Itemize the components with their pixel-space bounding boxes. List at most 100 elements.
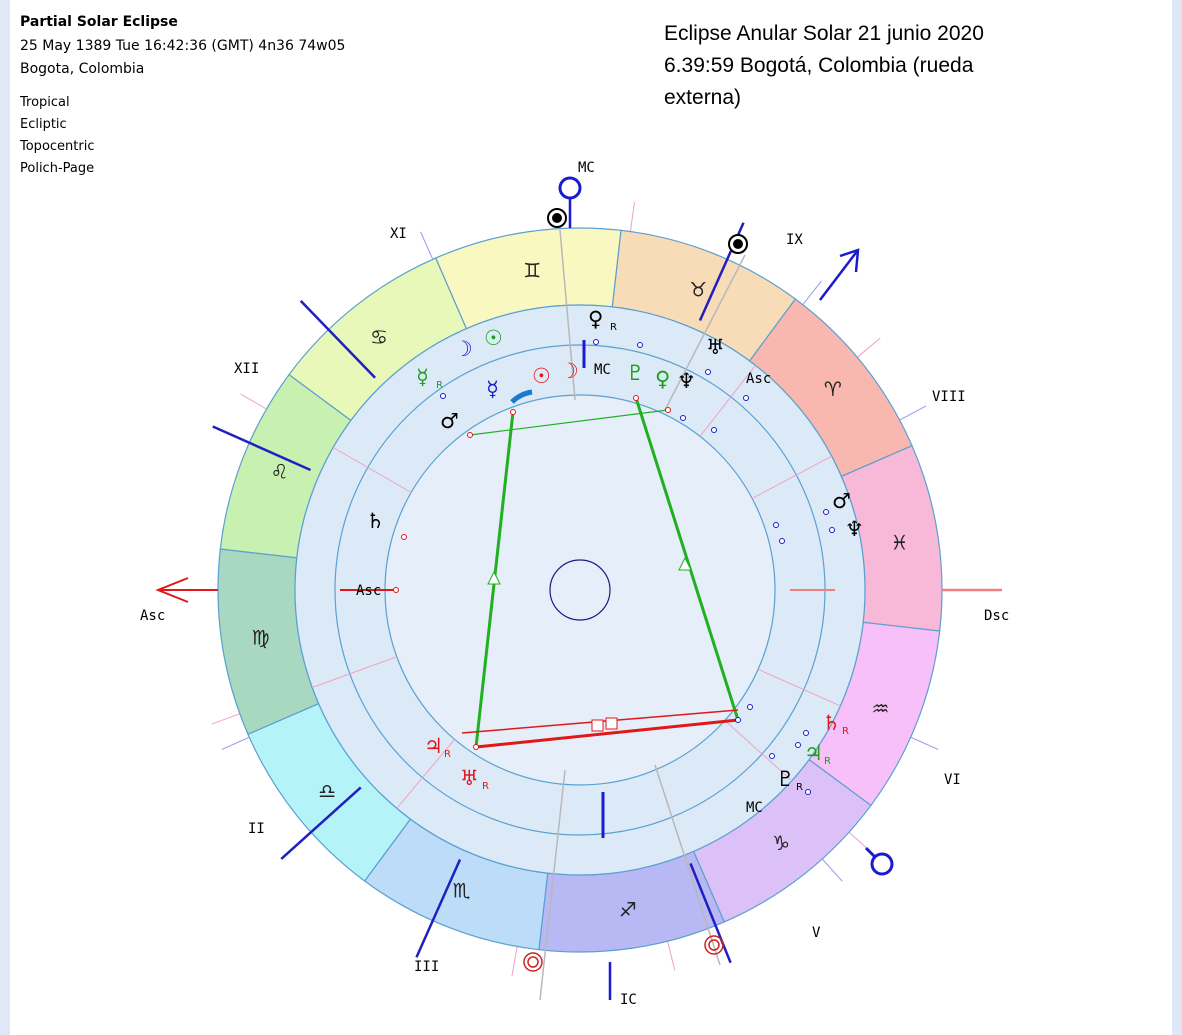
wheel: ♍ ♎ ♏ ♐ ♑ ♒ ♓ ♈ ♉ ♊ ♋ ♌: [155, 176, 1002, 1001]
eclipse-red: [527, 956, 539, 968]
position-dot: [769, 753, 775, 759]
planet: ♀: [655, 367, 670, 391]
planet: ♆: [677, 369, 696, 393]
retro: R: [824, 756, 831, 767]
setting: Tropical: [19, 95, 70, 110]
position-dot: [665, 407, 671, 413]
arrow-ne-head: [839, 248, 860, 273]
header-title: Partial Solar Eclipse: [20, 14, 178, 30]
cusp-line: [240, 393, 267, 410]
grey-line: [664, 254, 746, 411]
house-label: XII: [234, 361, 259, 377]
cusp-line: [802, 280, 822, 306]
planets: ♀ R ♅ Asc ♂ ♆ ☉ ☽ ☿ R ♂ ☿ ☉ ☽ MC ♇ ♀ ♆ ♄…: [356, 307, 864, 816]
house-tick: [757, 668, 841, 707]
planet: ☉: [532, 364, 551, 388]
node-glyph: [870, 852, 894, 876]
aspect: [469, 409, 669, 436]
house-tick: [699, 365, 756, 437]
planet: ♀: [588, 307, 603, 331]
node-stem: [864, 846, 877, 859]
house-label: VI: [944, 772, 961, 788]
aspect-glyph: [487, 570, 501, 585]
asc-arrow: [155, 577, 189, 603]
sign-glyph: ♐: [619, 897, 637, 921]
planet: ♂: [832, 489, 851, 513]
house-tick: [332, 447, 412, 493]
angle-label: Dsc: [984, 608, 1009, 624]
sign-glyph: ♈: [824, 377, 842, 401]
aspect-glyph: [605, 717, 618, 730]
header-line: 25 May 1389 Tue 16:42:36 (GMT) 4n36 74w0…: [20, 38, 345, 54]
planet: ☽: [560, 359, 579, 383]
house-tick: [312, 656, 397, 688]
sign-glyph: ♌: [271, 460, 289, 484]
planet: ♇: [626, 361, 645, 385]
planet: ♄: [366, 509, 385, 533]
position-dot: [747, 704, 753, 710]
house-tick: [751, 455, 832, 499]
planet: ☽: [454, 337, 473, 361]
cusp-line: [821, 858, 843, 882]
sign-glyph: ♑: [772, 831, 790, 855]
position-dot: [593, 339, 599, 345]
overlay-title: externa): [664, 86, 741, 109]
aspect-glyph: [678, 556, 692, 571]
cusp-line: [899, 405, 927, 421]
planet: ♃: [424, 734, 443, 758]
position-dot: [743, 395, 749, 401]
cusp-line: [511, 946, 518, 977]
house-axis: [299, 299, 390, 394]
eclipse-red: [704, 935, 724, 955]
eclipse-red: [523, 952, 543, 972]
aspect-glyph: [510, 389, 533, 404]
position-dot: [637, 342, 643, 348]
center-circle: [549, 559, 611, 621]
position-dot: [823, 509, 829, 515]
planet: ♆: [845, 517, 864, 541]
eclipse: [733, 239, 743, 249]
sign-glyph: ♎: [318, 779, 336, 803]
arrow-ne: [819, 249, 859, 301]
mc-glyph: [558, 176, 582, 200]
overlay-title: Eclipse Anular Solar 21 junio 2020: [664, 22, 984, 45]
position-dot: [680, 415, 686, 421]
position-dot: [711, 427, 717, 433]
sign-glyph: ♍: [252, 626, 270, 650]
sign-glyph: ♊: [523, 259, 541, 283]
position-dot: [510, 409, 516, 415]
ring: [384, 394, 776, 786]
overlay-title: 6.39:59 Bogotá, Colombia (rueda: [664, 54, 974, 77]
position-dot: [473, 744, 479, 750]
grey-line: [559, 229, 576, 401]
planet: Asc: [746, 371, 771, 387]
cusp-line: [667, 941, 676, 971]
position-dot: [735, 717, 741, 723]
cusp-line: [856, 337, 881, 358]
cusp-line: [420, 231, 434, 260]
planet: ☿: [486, 377, 499, 401]
planet: ♄: [822, 711, 841, 735]
cusp-line: [910, 736, 939, 750]
planet: ♇: [776, 767, 795, 791]
position-dot: [467, 432, 473, 438]
house-label: II: [248, 821, 265, 837]
aspect-glyph: [591, 719, 604, 732]
setting: Ecliptic: [20, 117, 67, 132]
planet: ♅: [460, 766, 479, 790]
position-dot: [705, 369, 711, 375]
planet: ♂: [440, 409, 459, 433]
sign-glyph: ♏: [453, 879, 471, 903]
eclipse: [552, 213, 562, 223]
planet: ♅: [706, 335, 725, 359]
house-label: VIII: [932, 389, 966, 405]
position-dot: [829, 527, 835, 533]
cusp-line: [221, 736, 250, 750]
angle-label: IC: [620, 992, 637, 1008]
position-dot: [773, 522, 779, 528]
planet: Asc: [356, 583, 381, 599]
sign-glyph: ♉: [689, 277, 707, 301]
planet: ♃: [804, 741, 823, 765]
setting: Topocentric: [19, 139, 94, 154]
